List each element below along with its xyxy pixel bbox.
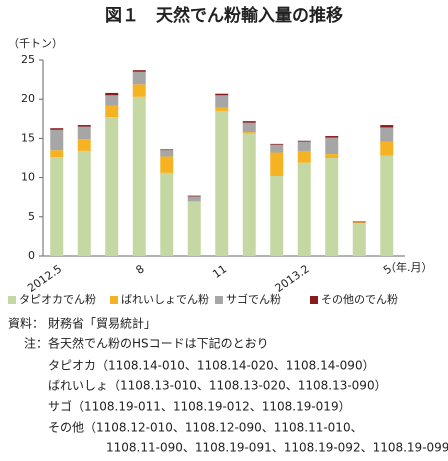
bar-segment [50, 150, 64, 158]
bar-segment [352, 222, 366, 224]
y-tick-label: 10 [21, 171, 35, 184]
x-axis-label: （年.月） [385, 260, 433, 274]
bar-segment [380, 125, 394, 128]
bar-segment [270, 176, 284, 256]
bar-segment [297, 141, 311, 151]
bar-segment [215, 110, 229, 257]
bar-segment [270, 144, 284, 153]
bar-segment [187, 195, 201, 197]
bar-segment [325, 158, 339, 256]
bar-segment [187, 196, 201, 202]
legend-label: ばれいしょでん粉 [121, 293, 209, 306]
bar-segment [325, 137, 339, 155]
bar-segment [242, 122, 256, 133]
bar-segment [160, 172, 174, 256]
bar-segment [325, 136, 339, 138]
bar-segment [77, 139, 91, 151]
note-line: タピオカ（1108.14-010、1108.14-020、1108.14-090… [48, 359, 375, 373]
x-tick-label: 2013.2 [273, 262, 312, 295]
legend-swatch [110, 296, 118, 304]
legend-swatch [215, 296, 223, 304]
bar-segment [270, 152, 284, 177]
bar-segment [105, 95, 119, 106]
legend-swatch [8, 296, 16, 304]
legend-swatch [310, 296, 318, 304]
bar-segment [187, 201, 201, 202]
bar-segment [242, 133, 256, 256]
note-line: 1108.11-090、1108.19-091、1108.19-092、1108… [106, 441, 448, 455]
bar-segment [132, 71, 146, 85]
bar-segment [50, 157, 64, 256]
bar-segment [50, 128, 64, 130]
x-tick-label: 2012.5 [25, 262, 64, 295]
bar-segment [215, 93, 229, 96]
y-tick-label: 25 [21, 53, 35, 66]
bar-segment [105, 92, 119, 96]
x-tick-label: 8 [134, 262, 147, 277]
bar-segment [132, 70, 146, 72]
x-tick-label: 11 [210, 262, 229, 281]
bar-segment [77, 150, 91, 256]
y-tick-label: 0 [28, 249, 35, 262]
y-tick-label: 15 [21, 131, 35, 144]
bar-segment [242, 121, 256, 123]
bar-segment [215, 107, 229, 111]
legend-label: タピオカでん粉 [19, 293, 96, 306]
y-tick-label: 5 [28, 210, 35, 223]
bar-segment [325, 154, 339, 158]
source-text: 財務省「貿易統計」 [48, 316, 156, 331]
y-tick-label: 20 [21, 92, 35, 105]
bar-segment [242, 132, 256, 134]
bar-segment [352, 221, 366, 223]
legend-label: その他のでん粉 [321, 293, 398, 306]
bar-segment [297, 150, 311, 163]
note-line: サゴ（1108.19-011、1108.19-012、1108.19-019） [48, 399, 351, 414]
bar-segment [132, 96, 146, 257]
bar-segment [160, 150, 174, 157]
bar-segment [160, 156, 174, 173]
bar-segment [297, 162, 311, 256]
bar-segment [380, 141, 394, 156]
note-label: 注： [24, 336, 48, 351]
bar-segment [297, 140, 311, 142]
bar-segment [132, 84, 146, 97]
source-label: 資料： [8, 317, 44, 331]
bar-segment [77, 125, 91, 127]
bar-segment [160, 149, 174, 151]
bar-segment [187, 201, 201, 256]
note-line: ばれいしょ（1108.13-010、1108.13-020、1108.13-09… [48, 379, 387, 393]
bar-segment [50, 129, 64, 151]
chart-title: 図１ 天然でん粉輸入量の推移 [105, 5, 343, 26]
note-line: その他（1108.12-010、1108.12-090、1108.11-010、 [48, 421, 363, 435]
bar-segment [105, 117, 119, 257]
note-text: 各天然でん粉のHSコードは下記のとおり [48, 336, 269, 351]
bar-segment [215, 95, 229, 108]
legend-label: サゴでん粉 [226, 292, 281, 306]
y-axis-label: （千トン） [8, 37, 63, 50]
bar-segment [270, 143, 284, 145]
bar-segment [77, 126, 91, 140]
bar-segment [380, 127, 394, 142]
bar-segment [352, 223, 366, 256]
bar-segment [380, 155, 394, 256]
bar-segment [105, 105, 119, 118]
